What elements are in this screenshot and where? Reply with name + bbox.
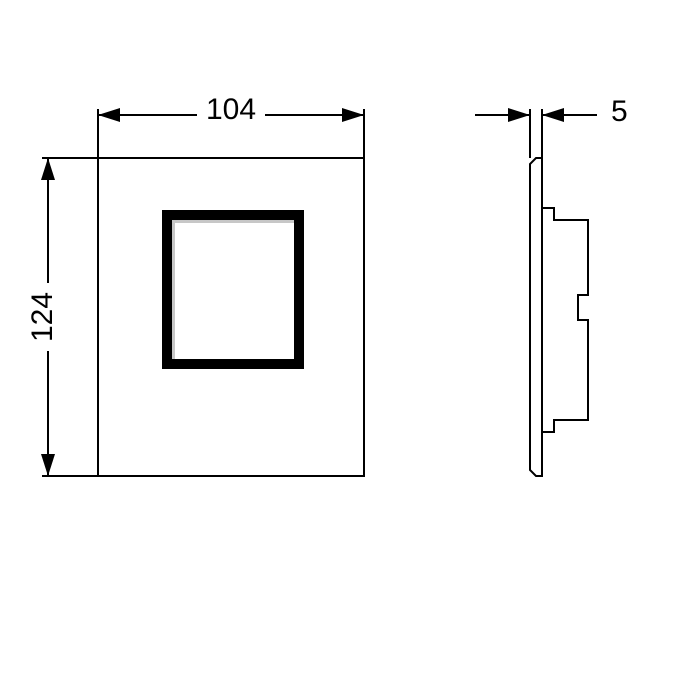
side-back-housing [542,208,588,432]
inner-highlight-top [172,220,294,223]
dim-thickness-5: 5 [611,95,628,128]
side-view [475,109,597,476]
dim-width-104: 104 [206,93,256,126]
dim-height-124: 124 [26,292,59,342]
front-inner-frame [167,215,299,364]
inner-highlight-left [172,220,175,359]
front-view [42,109,364,476]
front-outer-rect [98,158,364,476]
side-faceplate [530,158,542,476]
